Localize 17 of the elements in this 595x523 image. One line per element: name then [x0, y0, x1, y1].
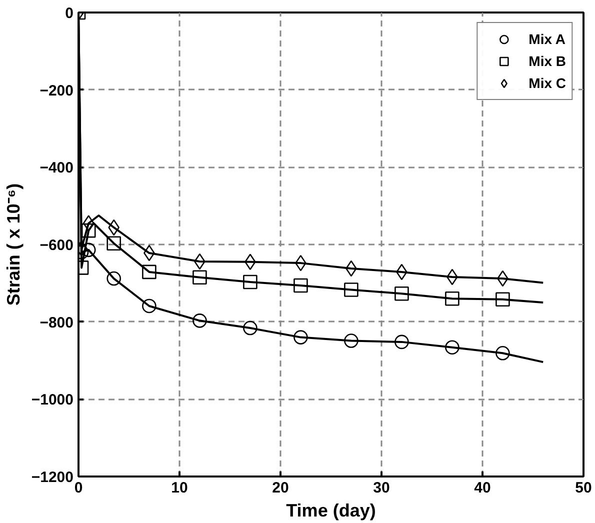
x-tick-label: 20 — [272, 480, 289, 496]
y-tick-label: −600 — [40, 237, 74, 254]
x-tick-label: 10 — [171, 480, 188, 496]
legend-label: Mix A — [528, 31, 566, 47]
y-axis-title: Strain ( x 10⁻⁶) — [3, 183, 24, 306]
legend-label: Mix C — [528, 75, 566, 91]
y-tick-label: −1000 — [31, 392, 74, 409]
y-tick-label: −800 — [40, 314, 74, 332]
x-tick-label: 30 — [373, 480, 390, 496]
x-tick-label: 40 — [474, 480, 491, 496]
y-tick-label: 0 — [65, 5, 74, 22]
y-tick-label: −400 — [40, 160, 74, 177]
y-tick-label: −200 — [40, 82, 74, 100]
legend-label: Mix B — [528, 53, 566, 69]
x-tick-label: 50 — [575, 480, 592, 496]
y-tick-label: −1200 — [31, 469, 74, 486]
x-axis-title: Time (day) — [286, 500, 376, 520]
